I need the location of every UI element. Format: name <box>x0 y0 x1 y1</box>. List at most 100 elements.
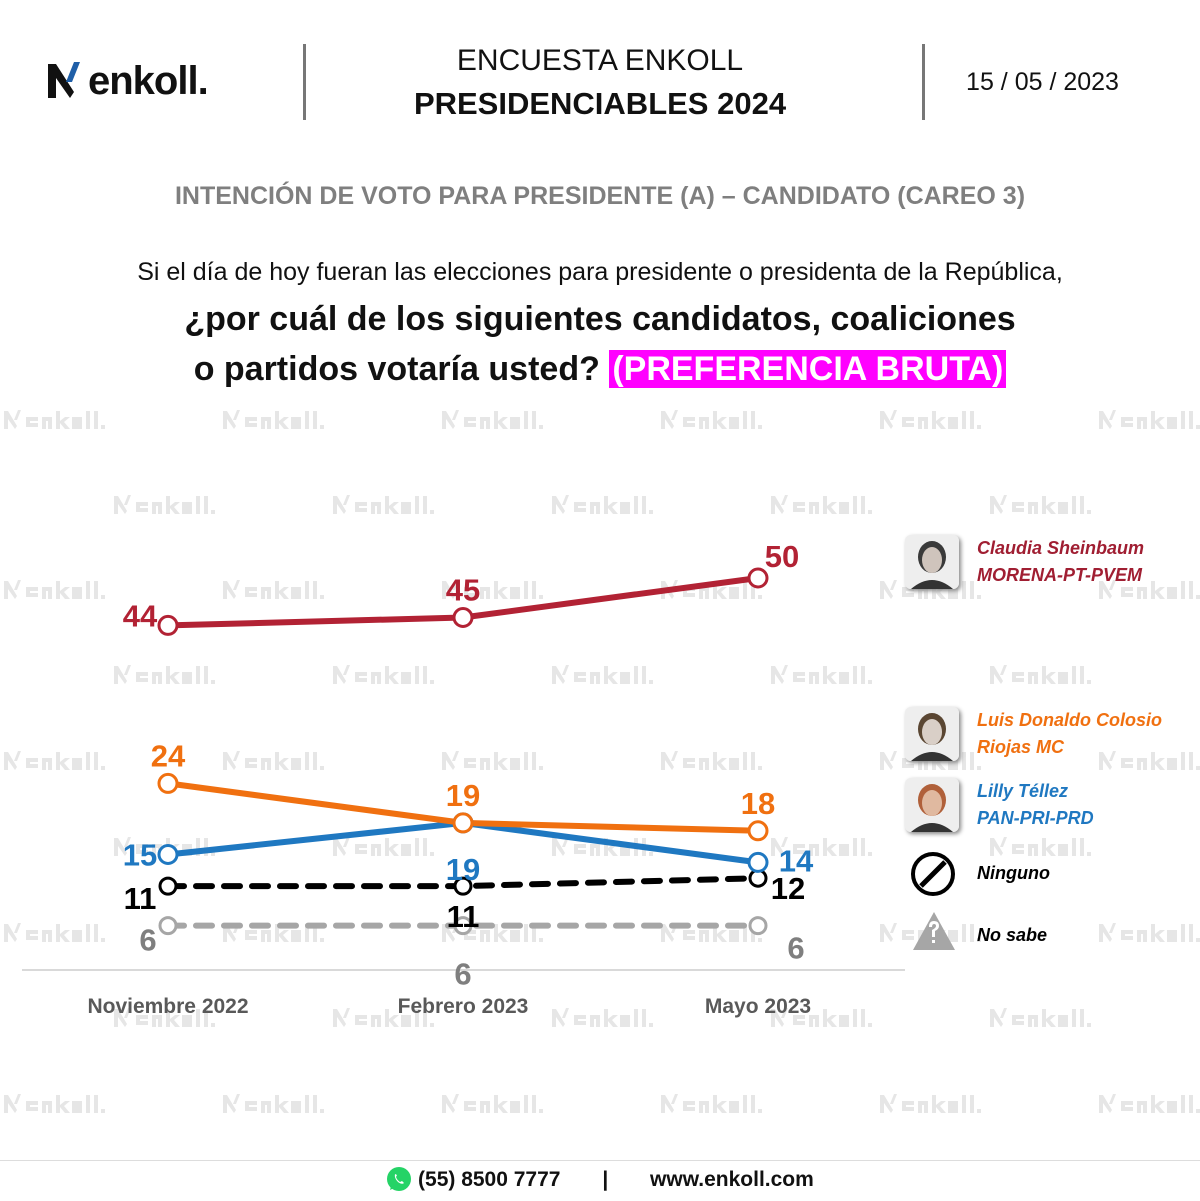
watermark-logo <box>114 495 215 514</box>
data-label: 12 <box>771 871 805 906</box>
watermark-logo <box>114 665 215 684</box>
data-label: 45 <box>446 573 480 608</box>
watermark-logo <box>771 665 872 684</box>
data-point <box>747 851 769 873</box>
watermark-logo <box>1099 923 1200 942</box>
data-label: 44 <box>123 598 158 633</box>
watermark-logo <box>442 751 543 770</box>
data-point <box>452 607 474 628</box>
legend-line1: Luis Donaldo Colosio <box>977 710 1162 730</box>
data-label: 18 <box>741 786 775 821</box>
divider <box>303 44 306 120</box>
question-line3: o partidos votaría usted? (PREFERENCIA B… <box>0 350 1200 389</box>
chart-subtitle: INTENCIÓN DE VOTO PARA PRESIDENTE (A) – … <box>174 182 1026 210</box>
footer-separator: | <box>602 1168 609 1191</box>
watermark-logo <box>661 751 762 770</box>
data-label: 14 <box>779 843 814 878</box>
watermark-logo <box>661 410 762 429</box>
watermark-logo <box>1099 751 1200 770</box>
watermark-logo <box>223 923 324 942</box>
watermark-logo <box>333 665 434 684</box>
watermark-logo <box>4 580 105 599</box>
candidate-photo <box>905 778 959 832</box>
watermark-logo <box>661 923 762 942</box>
data-point <box>157 772 179 794</box>
candidate-photo <box>905 535 959 589</box>
data-point <box>158 916 178 936</box>
watermark-logo <box>333 495 434 514</box>
watermark-logo <box>771 495 872 514</box>
enkoll-logo-icon <box>48 62 80 98</box>
watermark-logo <box>1099 580 1200 599</box>
question-text: o partidos votaría usted? <box>193 350 600 388</box>
question-line1: Si el día de hoy fueran las elecciones p… <box>137 258 1063 286</box>
legend-label: Luis Donaldo Colosio Riojas MC <box>977 707 1200 761</box>
watermark-logo <box>4 410 105 429</box>
watermark-logo <box>4 1094 105 1113</box>
watermark-logo <box>661 580 762 599</box>
watermark-logo <box>552 495 653 514</box>
watermark-logo <box>880 1094 981 1113</box>
data-point <box>748 916 768 936</box>
watermark-logo <box>552 1008 653 1027</box>
watermark-logo <box>442 1094 543 1113</box>
legend-line1: No sabe <box>977 925 1048 945</box>
watermark-logo <box>442 580 543 599</box>
watermark-logo <box>661 1094 762 1113</box>
data-label: 15 <box>123 838 157 873</box>
survey-name: PRESIDENCIABLES 2024 <box>413 86 787 121</box>
legend-label: Lilly Téllez PAN-PRI-PRD <box>977 778 1200 832</box>
data-label: 19 <box>446 778 480 813</box>
data-point <box>157 614 179 636</box>
watermark-logo <box>223 580 324 599</box>
watermark-logo <box>223 1094 324 1113</box>
data-point <box>453 916 473 936</box>
data-label: 50 <box>765 539 799 574</box>
legend-line2: PAN-PRI-PRD <box>977 808 1094 828</box>
candidate-photo <box>905 707 959 761</box>
survey-title: ENCUESTA ENKOLL <box>456 44 744 77</box>
question-triangle-icon <box>913 912 955 950</box>
divider <box>922 44 925 120</box>
x-tick-label: Febrero 2023 <box>398 995 529 1018</box>
prohibited-icon <box>911 852 955 896</box>
phone-number: (55) 8500 7777 <box>418 1168 561 1191</box>
legend-line2: Riojas MC <box>977 737 1065 757</box>
watermark-logo <box>442 410 543 429</box>
legend-label: Ninguno <box>977 860 1200 887</box>
x-tick-label: Noviembre 2022 <box>87 995 248 1018</box>
watermark-logo <box>4 751 105 770</box>
watermark-logo <box>880 751 981 770</box>
watermark-logo <box>1099 1094 1200 1113</box>
legend-line1: Claudia Sheinbaum <box>977 538 1145 558</box>
data-point <box>158 876 178 896</box>
watermark-logo <box>990 495 1091 514</box>
data-label: 11 <box>447 899 480 934</box>
watermark-logo <box>333 1008 434 1027</box>
data-label: 6 <box>787 931 804 966</box>
watermark-logo <box>114 1008 215 1027</box>
watermark-logo <box>333 837 434 856</box>
watermark-logo <box>880 923 981 942</box>
watermark-logo <box>771 837 872 856</box>
website-link[interactable]: www.enkoll.com <box>650 1168 814 1191</box>
watermark-logo <box>990 1008 1091 1027</box>
legend-line1: Lilly Téllez <box>977 781 1069 801</box>
highlight-badge: (PREFERENCIA BRUTA) <box>609 350 1007 388</box>
data-point <box>157 844 179 865</box>
data-point <box>747 820 769 842</box>
data-label: 24 <box>151 738 186 773</box>
legend-label: No sabe <box>977 922 1200 949</box>
legend-label: Claudia Sheinbaum MORENA-PT-PVEM <box>977 535 1200 589</box>
watermark-logo <box>442 923 543 942</box>
watermark-logo <box>223 410 324 429</box>
watermark-logo <box>552 837 653 856</box>
survey-date: 15 / 05 / 2023 <box>966 68 1119 96</box>
enkoll-logo: enkoll. <box>44 58 209 104</box>
logo-text: enkoll. <box>88 59 209 103</box>
watermark-logo <box>223 751 324 770</box>
watermark-logo <box>552 665 653 684</box>
data-point <box>453 876 473 896</box>
data-label: 19 <box>446 852 480 887</box>
